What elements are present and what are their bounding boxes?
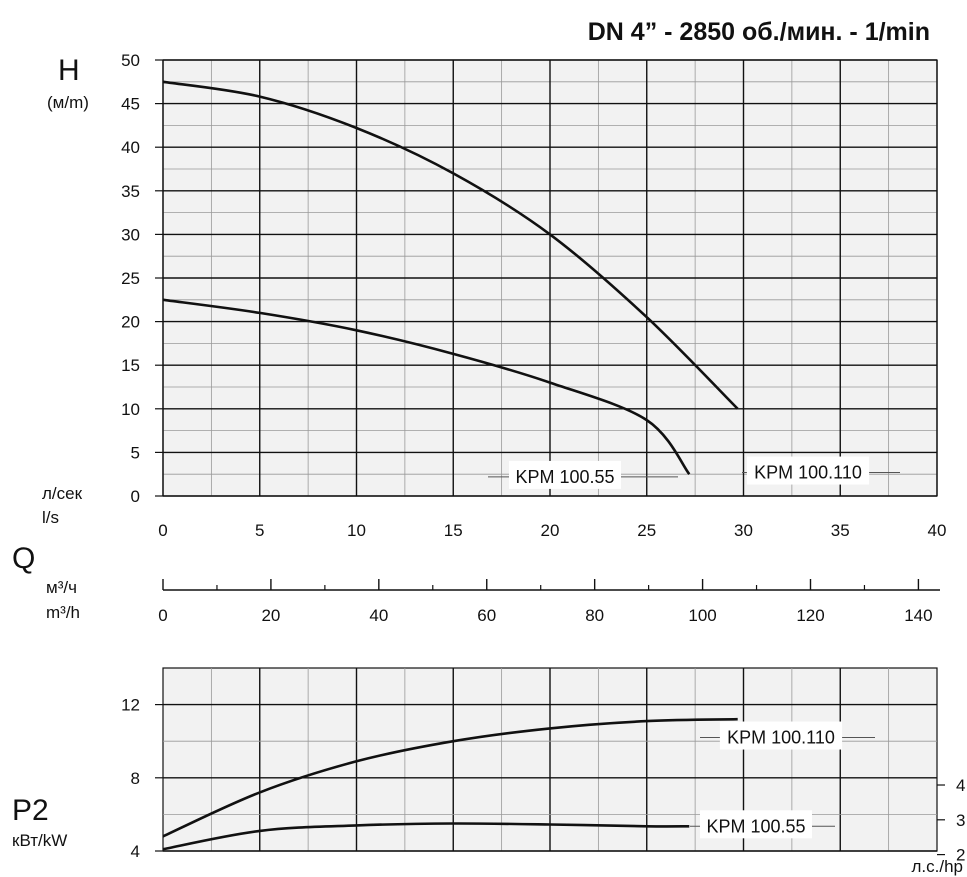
flow-tick-label: 20 bbox=[261, 606, 280, 625]
head-x-tick-label: 20 bbox=[541, 521, 560, 540]
power-y-tick-label: 8 bbox=[131, 769, 140, 788]
flow-axis-label: Q bbox=[12, 542, 35, 575]
flow-tick-label: 60 bbox=[477, 606, 496, 625]
power-axis-label: P2 bbox=[12, 794, 49, 827]
power-label-kpm-100-55: KPM 100.55 bbox=[706, 816, 805, 836]
power-label-kpm-100-110: KPM 100.110 bbox=[727, 728, 835, 748]
power-chart-curves bbox=[162, 717, 738, 851]
power-hp-unit: л.с./hp bbox=[912, 857, 964, 876]
power-label-kpm-100-55-bg bbox=[700, 810, 812, 839]
flow-tick-label: 40 bbox=[369, 606, 388, 625]
flow-tick-label: 140 bbox=[904, 606, 932, 625]
head-y-tick-label: 45 bbox=[121, 95, 140, 114]
power-chart-labels: KPM 100.110 KPM 100.55 bbox=[690, 721, 875, 839]
flow-tick-label: 100 bbox=[688, 606, 716, 625]
head-x-tick-label: 30 bbox=[734, 521, 753, 540]
head-label-kpm-100-55-bg bbox=[509, 460, 621, 489]
power-label-kpm-100-110-bg bbox=[719, 721, 843, 750]
head-x-tick-label: 35 bbox=[831, 521, 850, 540]
head-y-tick-label: 40 bbox=[121, 138, 140, 157]
head-axis-label: H bbox=[58, 54, 80, 87]
head-y-tick-label: 15 bbox=[121, 356, 140, 375]
power-y-tick-label: 12 bbox=[121, 696, 140, 715]
power-chart-grid: 4 8 12 2 3 4 bbox=[121, 667, 965, 865]
head-label-kpm-100-110-bg bbox=[746, 456, 870, 485]
head-y-tick-label: 5 bbox=[131, 443, 140, 462]
head-y-tick-label: 50 bbox=[121, 51, 140, 70]
power-hp-tick-label: 2 bbox=[956, 846, 965, 865]
power-curve-kpm-100-110 bbox=[162, 717, 738, 838]
head-y-tick-label: 20 bbox=[121, 313, 140, 332]
flow-unit-ru: л/сек bbox=[42, 484, 83, 503]
flow-unit-en: l/s bbox=[42, 508, 59, 527]
head-y-tick-label: 10 bbox=[121, 400, 140, 419]
head-y-tick-label: 0 bbox=[131, 487, 140, 506]
head-chart-curves bbox=[162, 80, 739, 476]
head-x-tick-label: 40 bbox=[928, 521, 947, 540]
head-x-tick-label: 15 bbox=[444, 521, 463, 540]
power-curve-kpm-100-55 bbox=[162, 822, 690, 851]
flow-m3h-unit-ru: м³/ч bbox=[46, 578, 77, 597]
head-y-tick-label: 30 bbox=[121, 225, 140, 244]
power-y-tick-label: 4 bbox=[131, 842, 140, 861]
head-axis-unit: (м/m) bbox=[47, 93, 89, 112]
head-chart-labels: KPM 100.110 KPM 100.55 bbox=[488, 456, 900, 489]
head-chart-grid: 0 5 10 15 20 25 30 35 40 0 5 10 15 20 25 30 35 40 45 50 bbox=[121, 51, 946, 540]
head-x-tick-label: 5 bbox=[255, 521, 264, 540]
head-x-tick-label: 25 bbox=[637, 521, 656, 540]
head-y-tick-label: 25 bbox=[121, 269, 140, 288]
chart-title: DN 4” - 2850 об./мин. - 1/min bbox=[588, 18, 930, 46]
flow-tick-label: 0 bbox=[158, 606, 167, 625]
flow-m3h-unit-en: m³/h bbox=[46, 603, 80, 622]
head-curve-kpm-100-55 bbox=[162, 298, 691, 476]
flow-tick-label: 80 bbox=[585, 606, 604, 625]
power-hp-tick-label: 4 bbox=[956, 776, 965, 795]
head-x-tick-label: 0 bbox=[158, 521, 167, 540]
flow-m3h-axis: 0 20 40 60 80 100 120 140 bbox=[158, 579, 940, 625]
head-label-kpm-100-110: KPM 100.110 bbox=[754, 463, 862, 483]
head-x-tick-label: 10 bbox=[347, 521, 366, 540]
flow-tick-label: 120 bbox=[796, 606, 824, 625]
head-label-kpm-100-55: KPM 100.55 bbox=[515, 467, 614, 487]
head-y-tick-label: 35 bbox=[121, 182, 140, 201]
head-curve-kpm-100-110 bbox=[162, 80, 739, 410]
power-hp-tick-label: 3 bbox=[956, 811, 965, 830]
power-axis-unit: кВт/kW bbox=[12, 831, 67, 850]
